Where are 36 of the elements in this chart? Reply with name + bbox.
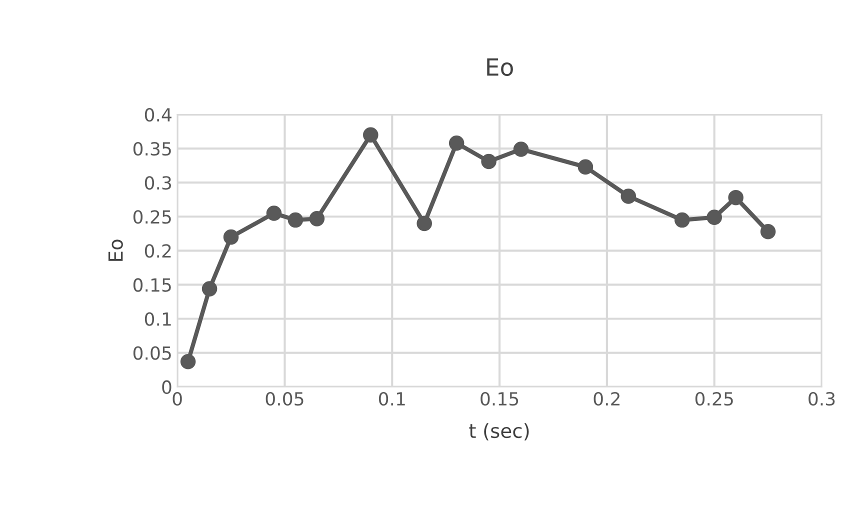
x-tick-label: 0.2 [594,392,620,406]
point [578,159,594,175]
point [620,188,636,204]
x-axis-title: t (sec) [469,423,529,440]
point [202,281,218,296]
x-tick-label: 0.05 [266,392,304,406]
x-tick-label: 0.25 [695,392,733,406]
point [760,224,776,240]
y-tick-label: 0.4 [144,108,172,122]
point [180,354,196,370]
y-tick-label: 0.05 [133,346,171,360]
y-tick-label: 0.15 [133,278,171,292]
point [416,216,432,232]
y-tick-label: 0.35 [133,142,171,156]
point [728,190,744,206]
x-tick-label: 0.15 [480,392,518,406]
y-tick-label: 0.3 [144,176,172,190]
y-axis-title: Eo [108,240,123,261]
point [674,212,690,228]
y-tick-label: 0.2 [144,244,171,258]
point [363,127,378,143]
point [448,135,464,151]
chart-title: Eo [487,58,513,76]
y-tick-label: 0 [162,380,172,394]
point [706,210,722,225]
point [223,229,239,245]
y-tick-label: 0.25 [133,210,171,224]
x-tick-label: 0.3 [808,392,835,406]
point [309,211,325,226]
point [481,154,496,170]
x-tick-label: 0.1 [378,392,405,406]
x-tick-label: 0 [172,392,182,406]
point [266,206,282,221]
y-tick-label: 0.1 [144,312,171,326]
point [513,142,529,157]
point [288,212,304,228]
